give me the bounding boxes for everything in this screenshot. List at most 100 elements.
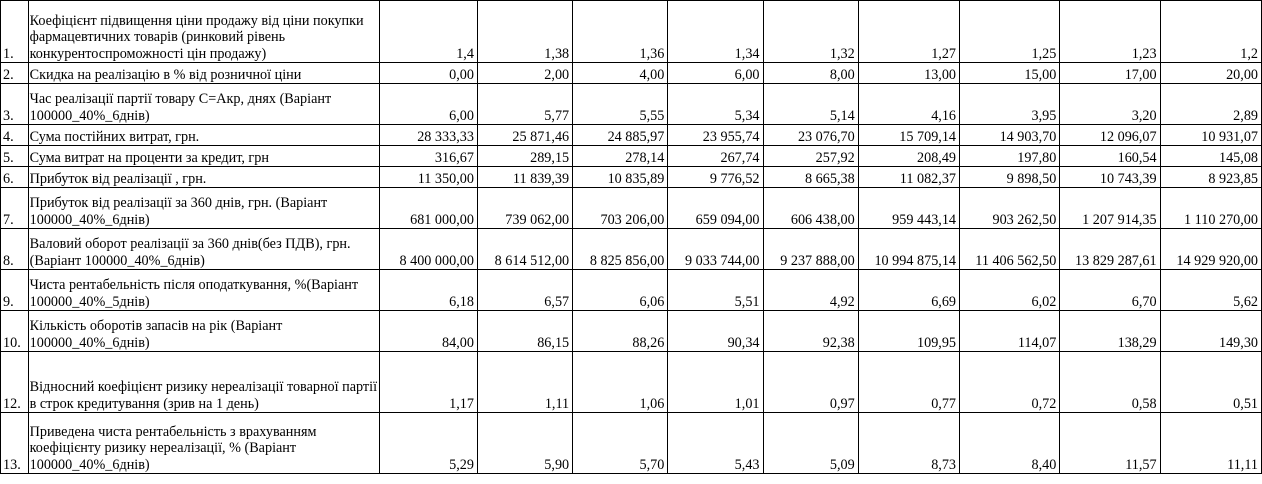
row-label: Валовий оборот реалізації за 360 днів(бе… xyxy=(27,228,380,270)
value-cell: 0,51 xyxy=(1159,351,1262,413)
value-cell: 316,67 xyxy=(378,145,478,167)
value-cell: 10 931,07 xyxy=(1159,124,1262,146)
value-cell: 289,15 xyxy=(476,145,574,167)
data-table: 1. Коефіцієнт підвищення ціни продажу від… xyxy=(0,0,1262,474)
row-label: Коефіцієнт підвищення ціни продажу від ц… xyxy=(27,0,380,63)
value-cell: 8 665,38 xyxy=(762,166,859,188)
value-cell: 15 709,14 xyxy=(857,124,961,146)
value-cell: 138,29 xyxy=(1059,310,1161,352)
value-cell: 8 923,85 xyxy=(1159,166,1262,188)
value-cell: 1,32 xyxy=(762,0,859,63)
value-cell: 10 743,39 xyxy=(1059,166,1161,188)
value-cell: 1,27 xyxy=(857,0,961,63)
value-cell: 4,16 xyxy=(857,83,961,125)
value-cell: 1,23 xyxy=(1059,0,1161,63)
value-cell: 14 929 920,00 xyxy=(1159,228,1262,270)
value-cell: 1 110 270,00 xyxy=(1159,187,1262,229)
row-number: 10. xyxy=(0,310,29,352)
value-cell: 0,58 xyxy=(1059,351,1161,413)
row-number: 8. xyxy=(0,228,29,270)
row-number: 12. xyxy=(0,351,29,413)
value-cell: 6,18 xyxy=(378,269,478,311)
value-cell: 5,29 xyxy=(378,412,478,474)
value-cell: 9 776,52 xyxy=(667,166,764,188)
value-cell: 0,97 xyxy=(762,351,859,413)
value-cell: 1,38 xyxy=(476,0,574,63)
value-cell: 0,77 xyxy=(857,351,961,413)
value-cell: 959 443,14 xyxy=(857,187,961,229)
value-cell: 6,06 xyxy=(572,269,669,311)
row-label: Скидка на реалізацію в % від розничної ц… xyxy=(27,62,380,84)
row-label: Прибуток від реалізації за 360 днів, грн… xyxy=(27,187,380,229)
value-cell: 160,54 xyxy=(1059,145,1161,167)
value-cell: 1,06 xyxy=(572,351,669,413)
row-number: 7. xyxy=(0,187,29,229)
value-cell: 5,09 xyxy=(762,412,859,474)
value-cell: 84,00 xyxy=(378,310,478,352)
value-cell: 11 350,00 xyxy=(378,166,478,188)
value-cell: 11 406 562,50 xyxy=(959,228,1061,270)
row-number: 6. xyxy=(0,166,29,188)
row-label: Приведена чиста рентабельність з врахува… xyxy=(27,412,380,474)
value-cell: 5,14 xyxy=(762,83,859,125)
value-cell: 606 438,00 xyxy=(762,187,859,229)
value-cell: 20,00 xyxy=(1159,62,1262,84)
value-cell: 24 885,97 xyxy=(572,124,669,146)
table-row: 1. Коефіцієнт підвищення ціни продажу від… xyxy=(0,0,1262,63)
table-row: 7. Прибуток від реалізації за 360 днів, г… xyxy=(0,187,1262,229)
value-cell: 1,25 xyxy=(959,0,1061,63)
value-cell: 86,15 xyxy=(476,310,574,352)
value-cell: 1,36 xyxy=(572,0,669,63)
row-label: Кількість оборотів запасів на рік (Варіа… xyxy=(27,310,380,352)
value-cell: 17,00 xyxy=(1059,62,1161,84)
value-cell: 11,57 xyxy=(1059,412,1161,474)
value-cell: 5,77 xyxy=(476,83,574,125)
value-cell: 14 903,70 xyxy=(959,124,1061,146)
table-row: 9. Чиста рентабельність після оподаткуван… xyxy=(0,269,1262,311)
value-cell: 11 839,39 xyxy=(476,166,574,188)
value-cell: 23 076,70 xyxy=(762,124,859,146)
table-row: 8. Валовий оборот реалізації за 360 днів(… xyxy=(0,228,1262,270)
table-row: 13. Приведена чиста рентабельність з врах… xyxy=(0,412,1262,474)
value-cell: 28 333,33 xyxy=(378,124,478,146)
value-cell: 2,89 xyxy=(1159,83,1262,125)
value-cell: 25 871,46 xyxy=(476,124,574,146)
value-cell: 11,11 xyxy=(1159,412,1262,474)
table-row: 4. Сума постійних витрат, грн. 28 333,33 25… xyxy=(0,124,1262,146)
value-cell: 13,00 xyxy=(857,62,961,84)
value-cell: 8,73 xyxy=(857,412,961,474)
value-cell: 2,00 xyxy=(476,62,574,84)
value-cell: 8 614 512,00 xyxy=(476,228,574,270)
value-cell: 9 033 744,00 xyxy=(667,228,764,270)
value-cell: 5,34 xyxy=(667,83,764,125)
value-cell: 681 000,00 xyxy=(378,187,478,229)
value-cell: 8,00 xyxy=(762,62,859,84)
value-cell: 8,40 xyxy=(959,412,1061,474)
value-cell: 23 955,74 xyxy=(667,124,764,146)
table-row: 10. Кількість оборотів запасів на рік (Ва… xyxy=(0,310,1262,352)
value-cell: 208,49 xyxy=(857,145,961,167)
value-cell: 0,72 xyxy=(959,351,1061,413)
value-cell: 10 835,89 xyxy=(572,166,669,188)
value-cell: 13 829 287,61 xyxy=(1059,228,1161,270)
value-cell: 267,74 xyxy=(667,145,764,167)
table-row: 2. Скидка на реалізацію в % від розничної… xyxy=(0,62,1262,84)
value-cell: 659 094,00 xyxy=(667,187,764,229)
row-label: Відносний коефіцієнт ризику нереалізації… xyxy=(27,351,380,413)
value-cell: 145,08 xyxy=(1159,145,1262,167)
value-cell: 114,07 xyxy=(959,310,1061,352)
value-cell: 12 096,07 xyxy=(1059,124,1161,146)
value-cell: 5,70 xyxy=(572,412,669,474)
value-cell: 257,92 xyxy=(762,145,859,167)
value-cell: 9 898,50 xyxy=(959,166,1061,188)
row-label: Сума витрат на проценти за кредит, грн xyxy=(27,145,380,167)
table-row: 3. Час реалізації партії товару С=Акр, дн… xyxy=(0,83,1262,125)
row-number: 3. xyxy=(0,83,29,125)
value-cell: 15,00 xyxy=(959,62,1061,84)
value-cell: 3,20 xyxy=(1059,83,1161,125)
value-cell: 6,57 xyxy=(476,269,574,311)
row-label: Прибуток від реалізації , грн. xyxy=(27,166,380,188)
row-label: Чиста рентабельність після оподаткування… xyxy=(27,269,380,311)
value-cell: 1 207 914,35 xyxy=(1059,187,1161,229)
value-cell: 88,26 xyxy=(572,310,669,352)
